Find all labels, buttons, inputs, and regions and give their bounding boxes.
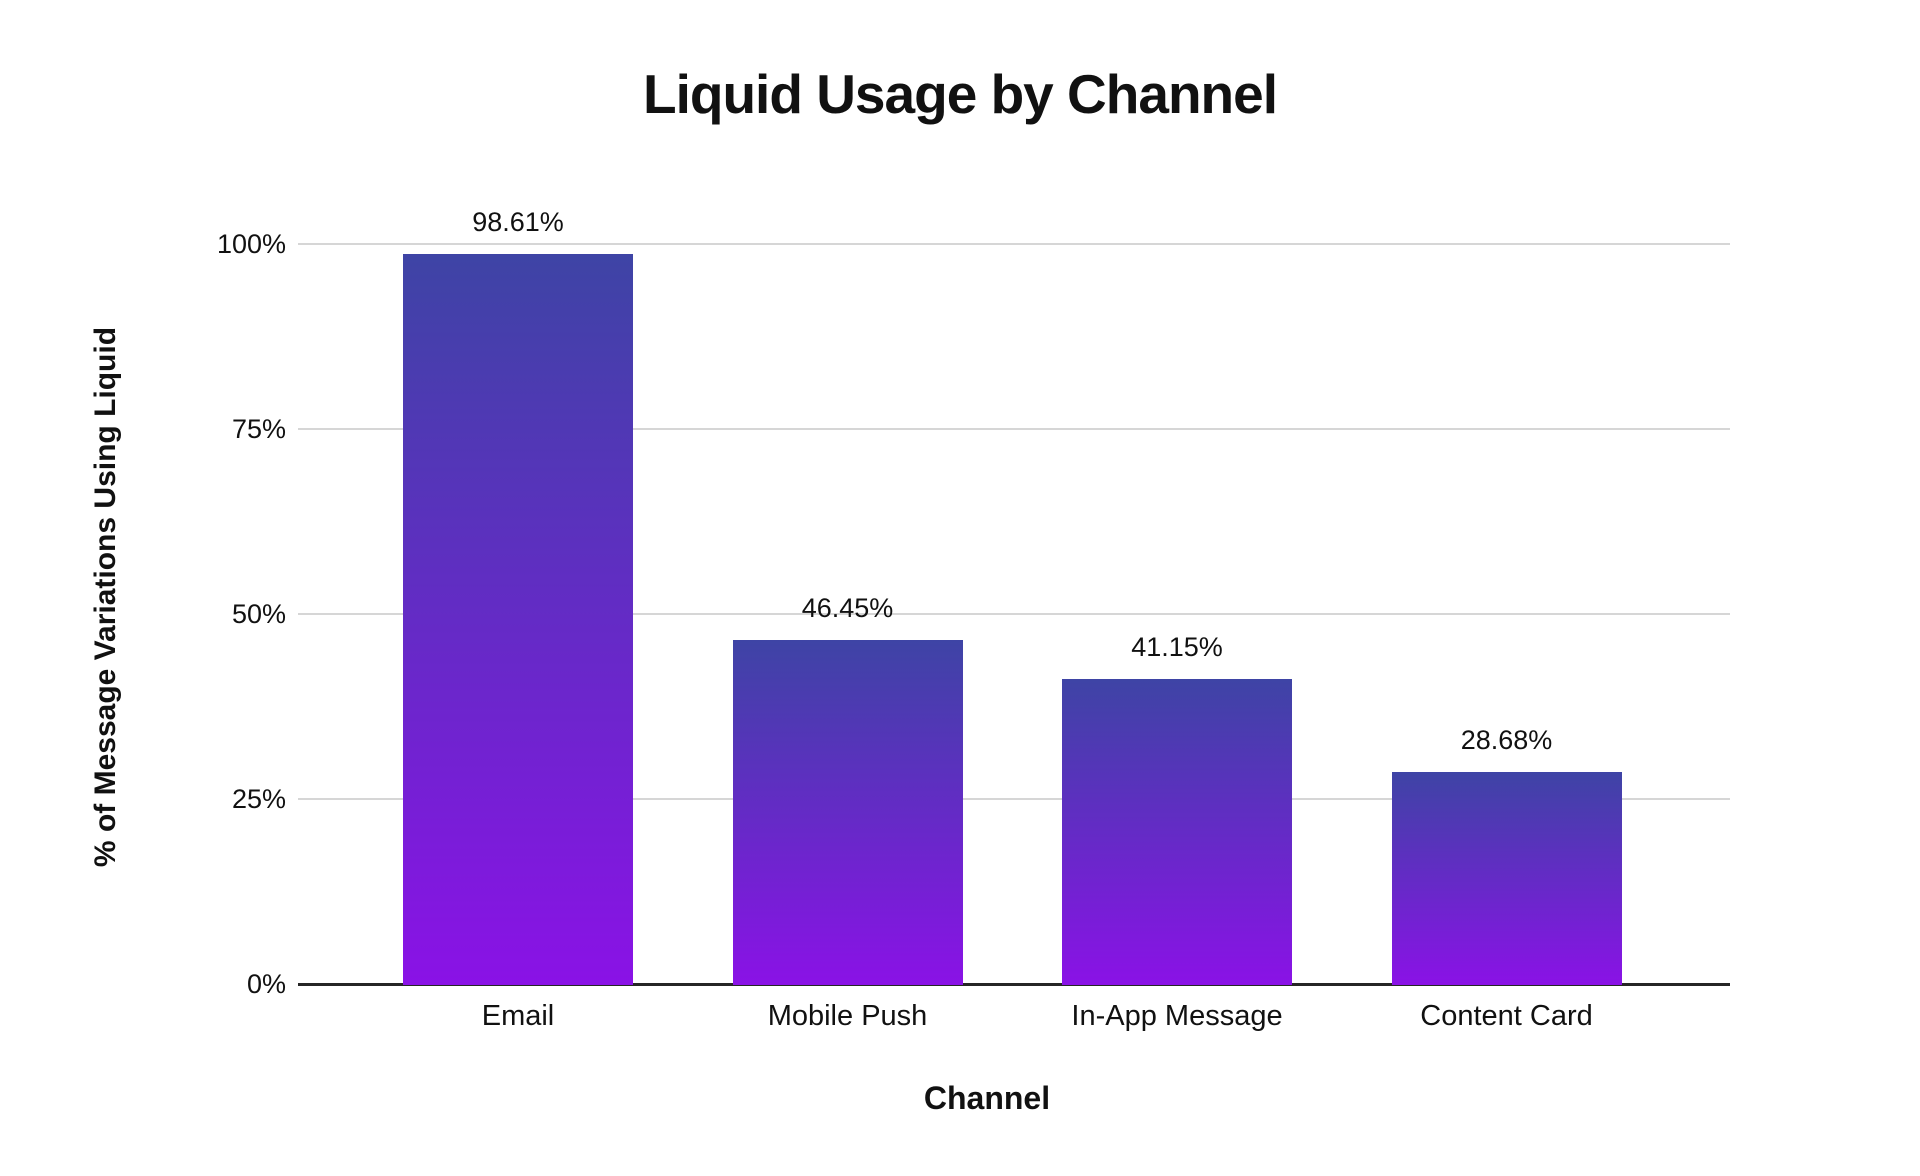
y-tick-label-50: 50% xyxy=(231,599,286,629)
gridline-25 xyxy=(298,798,1730,800)
bar-in-app-message xyxy=(1062,679,1292,985)
bar-content-card xyxy=(1391,772,1622,985)
x-category-label: Mobile Push xyxy=(767,1000,928,1032)
y-tick-label-0: 0% xyxy=(246,969,286,999)
x-category-label: Email xyxy=(481,1000,555,1032)
gridline-100 xyxy=(298,243,1730,245)
x-axis-line xyxy=(298,983,1730,986)
bar-value-label: 28.68% xyxy=(1460,725,1553,755)
gridline-75 xyxy=(298,428,1730,430)
y-tick-label-100: 100% xyxy=(216,229,286,259)
bar-value-label: 98.61% xyxy=(472,207,564,237)
bar-email xyxy=(403,254,633,985)
bar-mobile-push xyxy=(732,640,963,985)
bar-value-label: 46.45% xyxy=(801,593,894,623)
y-tick-label-75: 75% xyxy=(231,414,286,444)
x-category-label: In-App Message xyxy=(1071,1000,1283,1032)
gridline-50 xyxy=(298,613,1730,615)
y-tick-label-25: 25% xyxy=(231,784,286,814)
chart-title: Liquid Usage by Channel xyxy=(642,63,1278,125)
x-category-label: Content Card xyxy=(1420,1000,1593,1032)
x-axis-title: Channel xyxy=(923,1080,1051,1116)
bar-value-label: 41.15% xyxy=(1131,632,1223,662)
